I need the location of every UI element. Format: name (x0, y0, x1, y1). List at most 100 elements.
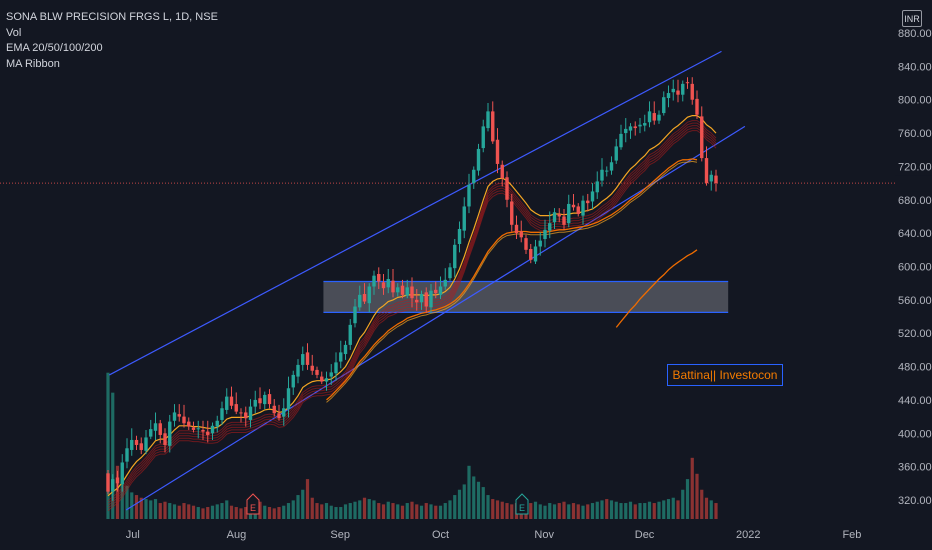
candle-body (111, 479, 115, 492)
candle-body (576, 206, 580, 214)
price-axis[interactable]: 880.00 840.00 800.00 760.00 720.00 680.00 640.… (895, 28, 932, 507)
legend-ema[interactable]: EMA 20/50/100/200 (6, 42, 103, 54)
price-tick-label: 360.00 (898, 462, 932, 474)
candle-body (681, 83, 685, 95)
candle-body (443, 279, 447, 287)
volume-bar (144, 499, 148, 519)
volume-bar (633, 504, 637, 519)
candle-body (144, 437, 148, 451)
volume-bar (643, 503, 647, 519)
price-tick-label: 680.00 (898, 195, 932, 207)
candle-body (153, 423, 158, 431)
candle-body (405, 287, 409, 296)
candle-body (429, 290, 433, 308)
candle-body (600, 169, 604, 181)
volume-bar (196, 507, 200, 519)
marker-letter: E (519, 503, 525, 513)
candle-body (486, 111, 490, 129)
volume-bar (324, 503, 329, 519)
candle-body (614, 146, 618, 161)
volume-bar (381, 504, 386, 519)
candle-body (372, 275, 376, 287)
volume-bar (358, 500, 362, 519)
ema-100-line (326, 160, 698, 403)
volume-bar (495, 500, 500, 519)
volume-bar (291, 500, 295, 519)
candle-body (244, 412, 248, 419)
price-tick-label: 840.00 (898, 61, 932, 73)
volume-bar (229, 505, 234, 519)
earnings-marker-aug[interactable]: E (246, 493, 260, 515)
volume-bar (552, 504, 557, 519)
candle-body (286, 388, 291, 410)
volume-bar (571, 503, 576, 519)
candle-body (467, 184, 471, 207)
volume-bar (415, 504, 419, 519)
candle-body (215, 420, 219, 427)
candle-body (320, 376, 324, 382)
volume-bar (334, 507, 338, 519)
candle-body (415, 299, 419, 303)
candle-body (581, 200, 585, 216)
volume-bar (315, 503, 319, 519)
candle-body (662, 97, 666, 114)
candle-body (210, 425, 215, 434)
volume-bar (220, 503, 224, 519)
volume-bar (282, 505, 286, 519)
candle-body (196, 428, 200, 430)
volume-bar (305, 479, 310, 519)
time-tick-label: Dec (635, 529, 655, 541)
candle-body (624, 128, 628, 134)
time-axis[interactable]: Jul Aug Sep Oct Nov Dec 2022 Feb (126, 529, 862, 541)
volume-bar (310, 497, 314, 519)
volume-bar (348, 503, 352, 519)
volume-bar (505, 503, 509, 519)
volume-bar (301, 489, 305, 519)
time-tick-label: Sep (330, 529, 350, 541)
volume-bar (187, 504, 191, 519)
volume-bar (576, 504, 580, 519)
candle-body (695, 98, 699, 115)
candle-body (201, 429, 205, 432)
candle-body (391, 280, 395, 293)
candle-body (381, 282, 386, 289)
volume-bar (215, 504, 219, 519)
candle-body (438, 286, 443, 295)
candle-body (590, 191, 595, 202)
volume-bar (605, 499, 609, 519)
candle-body (125, 448, 129, 462)
time-tick-label: Feb (842, 529, 861, 541)
candle-body (339, 352, 343, 362)
ma-ribbon-line (107, 127, 717, 509)
channel-lines (0, 50, 895, 511)
volume-bar (320, 504, 324, 519)
candle-body (434, 289, 438, 294)
legend-ribbon[interactable]: MA Ribbon (6, 57, 60, 70)
legend-vol[interactable]: Vol (6, 26, 22, 39)
volume-bar (543, 505, 547, 519)
candle-body (524, 238, 528, 250)
candle-body (605, 170, 609, 172)
candle-body (139, 443, 143, 450)
candle-body (120, 462, 124, 485)
candle-body (500, 164, 504, 179)
volume-bar (666, 499, 671, 519)
volume-bar (111, 392, 115, 519)
candle-body (305, 352, 310, 365)
candle-body (472, 169, 476, 184)
earnings-marker-nov[interactable]: E (515, 493, 529, 515)
price-tick-label: 480.00 (898, 362, 932, 374)
symbol-title[interactable]: SONA BLW PRECISION FRGS L, 1D, NSE (6, 11, 218, 23)
price-tick-label: 760.00 (898, 128, 932, 140)
volume-bar (704, 497, 709, 519)
volume-bar (272, 508, 276, 519)
candle-body (410, 286, 414, 299)
volume-bar (106, 372, 110, 519)
ema-200-line (615, 249, 698, 328)
price-tick-label: 640.00 (898, 228, 932, 240)
currency-badge[interactable]: INR (902, 10, 922, 27)
volume-bar (700, 489, 704, 519)
ma-ribbon-line (107, 122, 717, 504)
volume-bar (510, 504, 514, 519)
